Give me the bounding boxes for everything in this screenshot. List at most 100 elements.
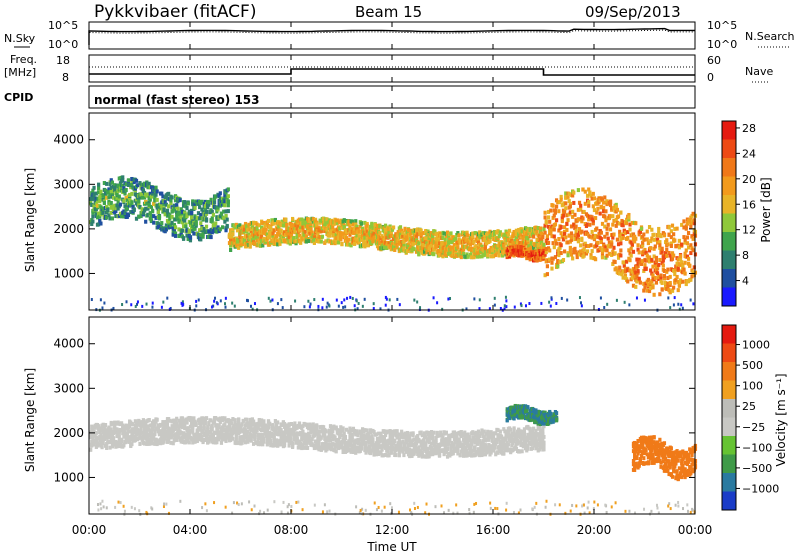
power-echo-cell [392,237,396,242]
freq-traces [89,66,695,76]
power-echo-cell [481,231,485,236]
power-echo-cell [590,229,594,234]
power-echo-cell [191,224,195,229]
power-echo-cell [503,235,507,240]
power-echo-cell [312,240,317,245]
velocity-echo-cell [138,435,142,440]
power-echo-cell [149,218,154,223]
power-echo-cell [210,216,214,221]
power-echo-cell [304,234,308,239]
power-noise-cell [384,303,387,307]
power-echo-cell [188,238,193,243]
power-echo-cell [554,204,559,209]
power-echo-cell [218,227,222,232]
power-noise-cell [267,296,270,300]
power-echo-cell [90,202,94,207]
power-echo-cell [260,234,264,239]
power-echo-cell [154,192,158,197]
power-colorbar-tick-label: 16 [742,198,756,211]
power-echo-cell [604,209,608,214]
power-echo-cell [630,269,634,274]
power-echo-cell [91,188,95,193]
velocity-echo-cell [163,436,167,441]
power-colorbar-segment [722,269,736,288]
power-echo-cell [352,241,357,246]
power-echo-cell [513,251,517,256]
power-echo-cell [134,216,139,221]
power-echo-cell [575,252,579,257]
power-noise-cell [540,301,543,305]
power-echo-cell [660,287,664,292]
power-echo-cell [387,241,391,246]
power-echo-cell [223,192,227,197]
power-echo-cell [107,190,111,195]
power-noise-cell [597,307,600,311]
power-noise-cell [308,305,311,309]
power-echo-cell [603,224,607,229]
velocity-echo-cell [269,438,273,443]
power-echo-cell [675,226,679,231]
velocity-echo-cell [138,423,142,428]
power-echo-cell [187,228,191,233]
velocity-echo-cell [170,424,174,429]
power-echo-cell [630,220,634,225]
power-echo-cell [97,222,101,227]
power-echo-cell [655,237,660,242]
velocity-echo-cell [229,438,233,443]
power-echo-cell [380,240,384,245]
power-echo-cell [124,195,128,200]
power-echo-cell [148,191,152,196]
power-echo-cell [188,220,193,225]
power-echo-cell [297,233,302,238]
power-echo-cell [285,228,289,233]
power-noise-cell [136,302,139,306]
power-echo-cell [563,209,567,214]
power-echo-cell [512,229,516,234]
velocity-echo-cell [328,438,333,443]
velocity-echo-cell [243,440,248,445]
freq-trace [89,68,695,76]
power-echo-cell [560,219,564,224]
velocity-echo-cell [209,418,213,423]
power-echo-cell [308,231,312,236]
power-echo-cell [610,242,614,247]
power-echo-cell [371,225,375,230]
power-echo-cell [258,243,263,248]
power-noise-cell [328,304,331,308]
power-echo-cell [677,238,681,243]
power-echo-cell [668,283,672,288]
power-echo-cell [484,241,489,246]
power-echo-cell [160,191,164,196]
power-echo-cell [226,203,230,208]
power-echo-cell [503,232,507,237]
power-echo-cell [321,216,326,221]
power-noise-cell [413,298,416,302]
power-echo-cell [255,235,259,240]
velocity-echo-cell [99,438,103,443]
power-echo-cell [269,224,273,229]
power-echo-cell [307,239,311,244]
power-echo-cell [377,237,381,242]
velocity-echo-cell [187,431,191,436]
velocity-echo-cell [225,435,229,440]
power-echo-cell [442,231,446,236]
power-echo-cell [229,248,233,253]
power-echo-cell [251,221,256,226]
power-echo-cell [173,225,178,230]
power-echo-cell [131,205,135,210]
velocity-echo-cell [210,436,214,441]
power-echo-cell [647,225,652,230]
velocity-echo-cell [176,429,180,434]
power-noise-cell [513,305,516,309]
power-echo-cell [457,233,461,238]
power-colorbar-segment [722,158,736,177]
power-echo-cell [567,199,571,204]
power-echo-cell [638,229,642,234]
velocity-echo-cell [302,445,306,450]
power-echo-cell [108,216,112,221]
power-echo-cell [218,191,222,196]
velocity-echo-cell [241,437,245,442]
power-echo-cell [272,228,276,233]
power-echo-cell [355,224,359,229]
power-echo-cell [608,244,613,249]
